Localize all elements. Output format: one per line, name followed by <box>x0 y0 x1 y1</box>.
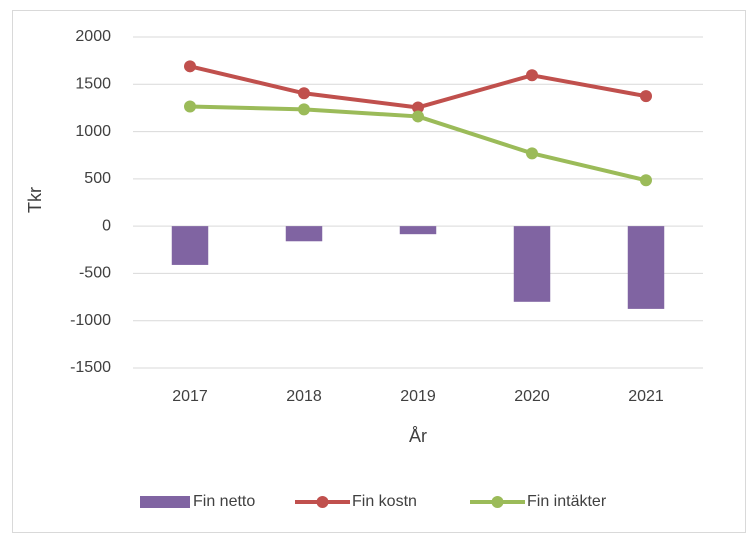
y-tick-label: -1000 <box>70 312 111 329</box>
y-tick-label: 1000 <box>75 123 111 140</box>
marker <box>526 147 538 160</box>
y-tick-label: -1500 <box>70 359 111 376</box>
bar <box>399 226 437 235</box>
legend-swatch <box>316 496 329 508</box>
legend-label: Fin kostn <box>352 493 417 510</box>
x-tick-label: 2017 <box>172 388 208 405</box>
legend-label: Fin netto <box>193 493 255 510</box>
marker <box>526 69 538 82</box>
bar <box>171 226 209 265</box>
x-tick-label: 2020 <box>514 388 550 405</box>
y-tick-label: 1500 <box>75 76 111 93</box>
marker <box>298 103 310 116</box>
y-tick-label: -500 <box>79 265 111 282</box>
marker <box>298 87 310 100</box>
marker <box>412 101 424 114</box>
x-tick-label: 2018 <box>286 388 322 405</box>
x-tick-label: 2019 <box>400 388 436 405</box>
marker <box>184 60 196 73</box>
legend-label: Fin intäkter <box>527 493 607 510</box>
legend-swatch <box>491 496 504 508</box>
x-tick-label: 2021 <box>628 388 664 405</box>
marker <box>184 100 196 113</box>
legend-swatch <box>140 496 190 508</box>
y-tick-label: 2000 <box>75 28 111 45</box>
marker <box>412 110 424 123</box>
bar <box>627 226 665 309</box>
y-tick-label: 500 <box>84 170 111 187</box>
chart-frame <box>12 10 746 533</box>
marker <box>640 174 652 187</box>
x-axis-label: År <box>409 426 427 446</box>
bar <box>513 226 551 302</box>
bar <box>285 226 323 242</box>
y-axis-label: Tkr <box>25 187 45 213</box>
y-tick-label: 0 <box>102 217 111 234</box>
marker <box>640 90 652 103</box>
